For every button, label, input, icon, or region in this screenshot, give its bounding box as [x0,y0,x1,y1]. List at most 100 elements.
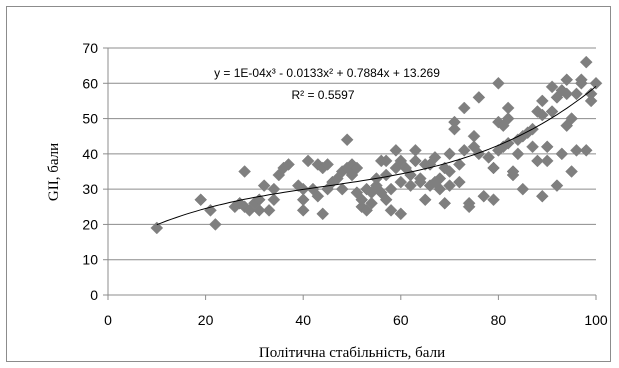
data-point [540,140,554,154]
data-point [501,101,515,115]
data-points [150,55,603,235]
x-tick-label: 0 [104,312,112,328]
data-point [194,193,208,207]
data-point [262,203,276,217]
data-point [267,193,281,207]
data-point [535,189,549,203]
data-point [516,182,530,196]
trendline-equation: y = 1E-04x³ - 0.0133x² + 0.7884x + 13.26… [214,66,440,80]
y-tick-label: 10 [82,252,98,268]
data-point [252,203,266,217]
data-point [238,165,251,178]
data-point [526,140,539,154]
data-point [257,179,271,192]
data-point [531,154,544,168]
data-point [477,189,491,203]
data-point [482,151,495,164]
data-point [150,221,164,235]
data-point [579,55,593,69]
x-tick-labels: 0 20 40 60 80 100 [104,312,608,328]
data-point [384,203,398,217]
data-point [311,189,325,203]
x-tick-label: 100 [584,312,608,328]
x-tick-label: 60 [393,312,409,328]
data-point [511,147,525,161]
data-point [462,200,476,214]
y-tick-label: 30 [82,181,98,197]
data-point [321,158,334,171]
data-point [501,136,515,150]
data-point [443,147,456,161]
data-point [384,182,398,196]
data-point [540,154,554,168]
data-point [545,80,559,94]
data-point [296,193,310,207]
data-point [492,76,505,90]
data-point [209,218,222,231]
data-point [394,175,408,189]
y-tick-label: 50 [82,111,98,127]
data-point [282,158,295,171]
data-point [301,154,315,168]
x-tick-label: 80 [491,312,507,328]
data-point [355,193,369,207]
x-tick-label: 40 [295,312,311,328]
data-point [409,143,422,157]
data-point [316,207,330,221]
data-point [365,196,378,210]
data-point [560,73,574,87]
x-axis-title: Політична стабільність, бали [259,345,445,361]
data-point [453,175,466,189]
data-point [296,203,310,217]
data-point [589,76,603,90]
data-point [428,151,442,164]
data-point [457,143,471,157]
y-tick-labels: 0 10 20 30 40 50 60 70 [82,40,98,303]
data-point [389,143,403,157]
data-point [409,154,422,168]
data-point [418,193,432,207]
axes [103,47,597,300]
x-tick-label: 20 [198,312,214,328]
data-point [379,154,393,168]
data-point [443,179,456,192]
y-tick-label: 0 [90,287,98,303]
y-axis-title: GII, бали [46,143,62,201]
data-point [555,147,569,161]
data-point [506,165,520,178]
data-point [492,115,505,129]
data-point [433,172,447,185]
data-point [565,165,578,178]
data-point [501,112,515,125]
gridlines [108,47,596,261]
data-point [443,165,456,178]
data-point [487,193,500,207]
data-point [467,129,481,143]
data-point [570,143,583,157]
data-point [560,87,574,101]
trendline [156,86,597,226]
data-point [350,161,364,175]
data-point [453,158,466,171]
data-point [379,168,393,182]
data-point [535,94,549,108]
data-point [550,179,564,192]
data-point [457,101,471,115]
y-tick-label: 70 [82,40,98,56]
data-point [472,91,486,104]
data-point [340,133,354,147]
data-point [413,175,427,189]
chart-frame [6,6,611,362]
data-point [448,122,461,136]
y-tick-label: 60 [82,75,98,91]
data-point [579,143,593,157]
data-point [335,182,349,196]
data-point [433,182,447,196]
data-point [575,73,588,87]
data-point [584,94,598,108]
y-tick-label: 40 [82,146,98,162]
y-tick-label: 20 [82,216,98,232]
data-point [394,207,408,221]
data-point [535,108,549,122]
